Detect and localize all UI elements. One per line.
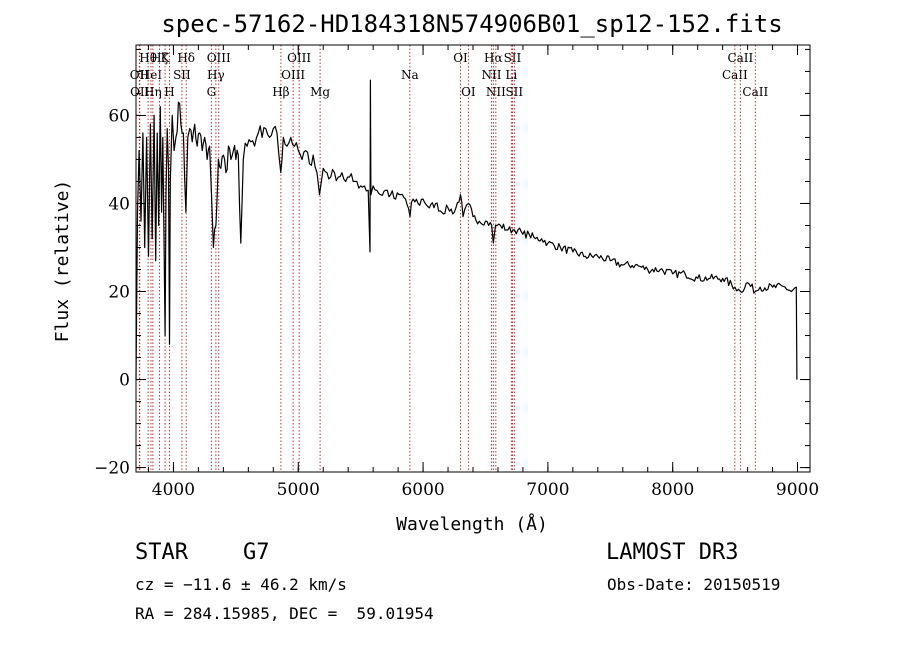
line-marker-label: G [207,85,217,99]
line-marker-label: HeI [140,68,163,82]
axes: 4000 5000 6000 7000 8000 9000 −20 0 20 40 60 [94,44,819,500]
line-marker-label: CaII [727,51,753,65]
line-marker-label: NII [481,68,501,82]
y-tick-label: 20 [108,283,130,303]
plot-frame [135,44,811,473]
line-marker-label: H [164,85,174,99]
line-marker-label: Hα [484,51,503,65]
line-markers: OII OII Hθ HeI Hη HζK H SII Hδ G Hγ OIII Hβ OIII OIII M… [130,45,768,472]
line-marker-label: Hβ [272,85,289,99]
x-tick-label: 8000 [651,480,694,500]
subclass: G7 [243,540,270,565]
spectrum-line [135,79,798,380]
line-marker-label: OI [453,51,468,65]
y-tick-label: 40 [108,194,130,214]
x-tick-label: 6000 [401,480,444,500]
line-marker-label: NII [486,85,506,99]
survey-label: LAMOST DR3 [606,540,739,565]
x-tick-label: 7000 [526,480,569,500]
y-tick-label: −20 [94,459,130,479]
line-marker-label: CaII [722,68,748,82]
line-marker-label: OI [461,85,476,99]
x-tick-label: 9000 [776,480,819,500]
line-marker-label: Hδ [177,51,195,65]
line-marker-label: Mg [310,85,330,99]
line-marker-label: OIII [281,68,305,82]
line-marker-label: K [161,51,171,65]
object-class: STAR [135,540,188,565]
line-marker-label: OIII [287,51,311,65]
line-marker-label: Na [401,68,419,82]
obs-date: Obs-Date: 20150519 [607,575,781,594]
line-marker-label: Hη [144,85,162,99]
redshift-velocity: cz = −11.6 ± 46.2 km/s [135,575,347,594]
line-marker-label: SII [504,51,522,65]
coordinates: RA = 284.15985, DEC = 59.01954 [135,604,434,623]
x-tick-label: 5000 [277,480,320,500]
x-axis-label: Wavelength (Å) [396,513,548,535]
line-marker-label: Hζ [151,51,168,65]
line-marker-label: OIII [207,51,231,65]
chart-title: spec-57162-HD184318N574906B01_sp12-152.f… [161,10,782,38]
line-marker-label: OII [130,68,150,82]
y-tick-label: 60 [108,106,130,126]
y-axis-label: Flux (relative) [52,180,73,343]
line-marker-label: Hγ [207,68,225,82]
y-tick-label: 0 [119,371,130,391]
x-tick-label: 4000 [152,480,195,500]
line-marker-label: Li [505,68,517,82]
line-marker-label: OII [130,85,150,99]
line-marker-label: CaII [742,85,768,99]
line-marker-label: SII [173,68,191,82]
line-marker-label: Hθ [139,51,157,65]
line-marker-label: SII [505,85,523,99]
